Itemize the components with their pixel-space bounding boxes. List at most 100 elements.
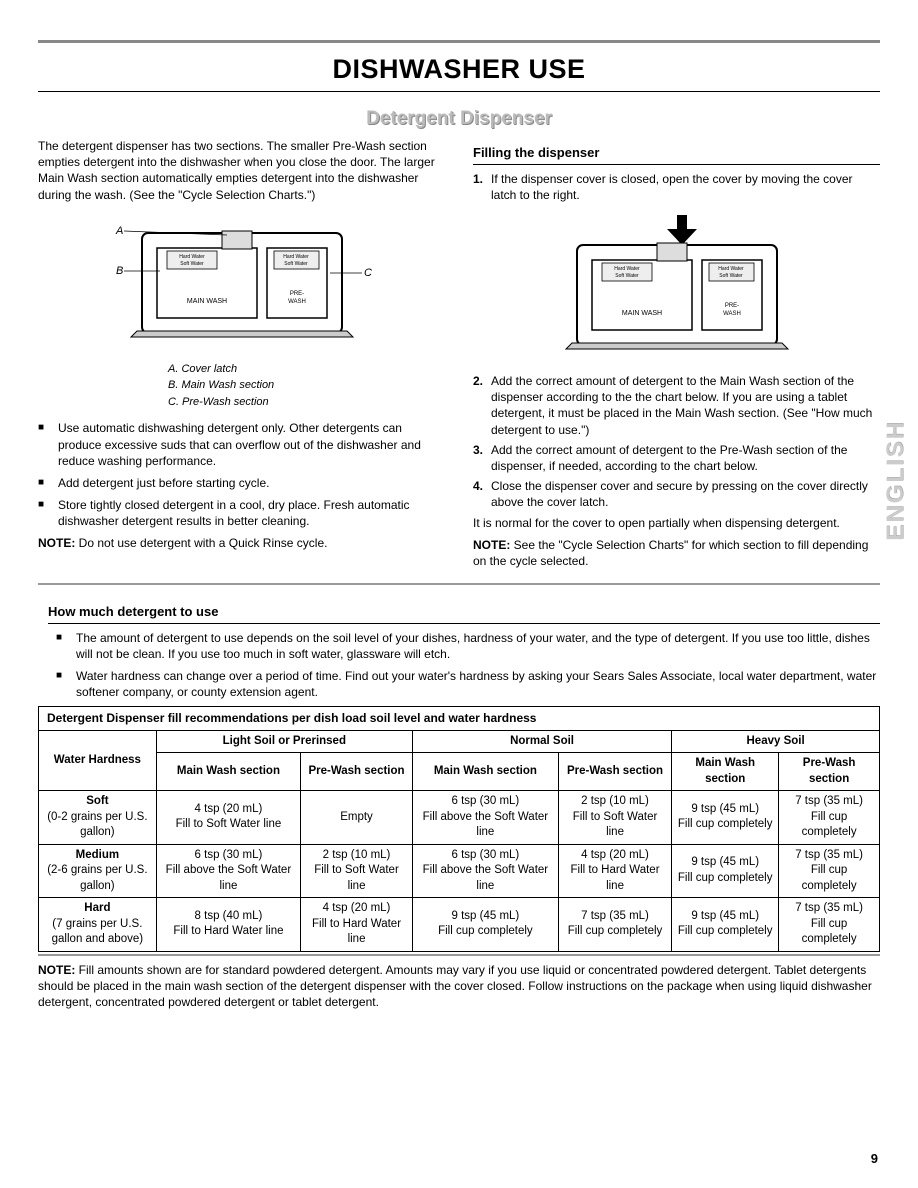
- square-bullet-icon: ■: [56, 630, 76, 662]
- step-text: Add the correct amount of detergent to t…: [491, 373, 880, 438]
- table-header-row-2: Main Wash section Pre-Wash section Main …: [39, 753, 880, 791]
- table-cell: 2 tsp (10 mL)Fill to Soft Water line: [301, 844, 413, 898]
- table-cell: 7 tsp (35 mL)Fill cup completely: [779, 898, 880, 952]
- top-rule: [38, 40, 880, 43]
- col-group-heavy: Heavy Soil: [672, 730, 880, 753]
- title-rule: [38, 91, 880, 92]
- svg-text:Hard Water: Hard Water: [718, 266, 744, 272]
- col-group-normal: Normal Soil: [412, 730, 671, 753]
- section-divider: [38, 583, 880, 585]
- right-note: NOTE: See the "Cycle Selection Charts" f…: [473, 537, 880, 569]
- left-note: NOTE: Do not use detergent with a Quick …: [38, 535, 445, 551]
- table-cell: 9 tsp (45 mL)Fill cup completely: [672, 844, 779, 898]
- table-cell: 7 tsp (35 mL)Fill cup completely: [779, 791, 880, 845]
- step-number: 2.: [473, 373, 491, 438]
- caption-c: C. Pre-Wash section: [168, 394, 445, 411]
- svg-text:Soft Water: Soft Water: [615, 273, 639, 279]
- svg-text:Hard Water: Hard Water: [179, 254, 205, 260]
- note-label: NOTE:: [473, 538, 510, 552]
- square-bullet-icon: ■: [38, 497, 58, 529]
- table-bottom-rule: [38, 954, 880, 956]
- col-group-light: Light Soil or Prerinsed: [156, 730, 412, 753]
- svg-text:Soft Water: Soft Water: [284, 261, 308, 267]
- filling-steps: 1.If the dispenser cover is closed, open…: [473, 171, 880, 203]
- svg-text:WASH: WASH: [723, 311, 741, 317]
- diagram-caption: A. Cover latch B. Main Wash section C. P…: [168, 361, 445, 411]
- step-number: 4.: [473, 478, 491, 510]
- step-item: 2.Add the correct amount of detergent to…: [473, 373, 880, 438]
- hardness-cell: Hard(7 grains per U.S. gallon and above): [39, 898, 157, 952]
- subcol-pre: Pre-Wash section: [558, 753, 671, 791]
- table-row: Soft(0-2 grains per U.S. gallon) 4 tsp (…: [39, 791, 880, 845]
- svg-text:A: A: [115, 225, 123, 237]
- caption-b: B. Main Wash section: [168, 377, 445, 394]
- table-row: Medium(2-6 grains per U.S. gallon) 6 tsp…: [39, 844, 880, 898]
- dispenser-diagram-right: Hard Water Soft Water MAIN WASH Hard Wat…: [473, 213, 880, 363]
- svg-text:B: B: [116, 265, 123, 277]
- note-text: Do not use detergent with a Quick Rinse …: [75, 536, 327, 550]
- svg-text:PRE-: PRE-: [724, 303, 738, 309]
- step-item: 4.Close the dispenser cover and secure b…: [473, 478, 880, 510]
- list-item: ■Store tightly closed detergent in a coo…: [38, 497, 445, 529]
- subcol-pre: Pre-Wash section: [779, 753, 880, 791]
- subcol-pre: Pre-Wash section: [301, 753, 413, 791]
- footer-note: NOTE: Fill amounts shown are for standar…: [38, 962, 880, 1011]
- table-cell: 9 tsp (45 mL)Fill cup completely: [412, 898, 558, 952]
- step-text: If the dispenser cover is closed, open t…: [491, 171, 880, 203]
- svg-text:Hard Water: Hard Water: [614, 266, 640, 272]
- svg-text:MAIN WASH: MAIN WASH: [186, 298, 226, 305]
- page-number: 9: [871, 1150, 878, 1168]
- list-item: ■Water hardness can change over a period…: [56, 668, 880, 700]
- list-item: ■Add detergent just before starting cycl…: [38, 475, 445, 491]
- bullet-text: Use automatic dishwashing detergent only…: [58, 420, 445, 469]
- table-cell: 8 tsp (40 mL)Fill to Hard Water line: [156, 898, 300, 952]
- bullet-text: The amount of detergent to use depends o…: [76, 630, 880, 662]
- square-bullet-icon: ■: [38, 475, 58, 491]
- how-much-bullets: ■The amount of detergent to use depends …: [38, 630, 880, 701]
- list-item: ■The amount of detergent to use depends …: [56, 630, 880, 662]
- bullet-text: Add detergent just before starting cycle…: [58, 475, 269, 491]
- row-header-label: Water Hardness: [39, 730, 157, 791]
- table-cell: 9 tsp (45 mL)Fill cup completely: [672, 791, 779, 845]
- page-title: DISHWASHER USE: [38, 51, 880, 87]
- left-column: The detergent dispenser has two sections…: [38, 138, 445, 573]
- two-column-layout: The detergent dispenser has two sections…: [38, 138, 880, 573]
- table-cell: Empty: [301, 791, 413, 845]
- filling-heading: Filling the dispenser: [473, 144, 880, 165]
- svg-text:WASH: WASH: [288, 299, 306, 305]
- step-text: Close the dispenser cover and secure by …: [491, 478, 880, 510]
- svg-text:Soft Water: Soft Water: [180, 261, 204, 267]
- square-bullet-icon: ■: [56, 668, 76, 700]
- side-language-label: ENGLISH: [880, 420, 912, 541]
- table-title: Detergent Dispenser fill recommendations…: [39, 707, 880, 730]
- table-cell: 6 tsp (30 mL)Fill above the Soft Water l…: [156, 844, 300, 898]
- table-cell: 4 tsp (20 mL)Fill to Hard Water line: [558, 844, 671, 898]
- table-row: Hard(7 grains per U.S. gallon and above)…: [39, 898, 880, 952]
- svg-text:C: C: [364, 267, 372, 279]
- step-text: Add the correct amount of detergent to t…: [491, 442, 880, 474]
- filling-steps-cont: 2.Add the correct amount of detergent to…: [473, 373, 880, 511]
- recommendations-table: Detergent Dispenser fill recommendations…: [38, 706, 880, 951]
- note-label: NOTE:: [38, 963, 75, 977]
- post-steps-text: It is normal for the cover to open parti…: [473, 515, 880, 531]
- subtitle: Detergent Dispenser: [38, 106, 880, 132]
- note-text: See the "Cycle Selection Charts" for whi…: [473, 538, 868, 568]
- subcol-main: Main Wash section: [412, 753, 558, 791]
- caption-a: A. Cover latch: [168, 361, 445, 378]
- table-title-row: Detergent Dispenser fill recommendations…: [39, 707, 880, 730]
- step-number: 3.: [473, 442, 491, 474]
- how-much-heading: How much detergent to use: [48, 603, 880, 624]
- subcol-main: Main Wash section: [156, 753, 300, 791]
- square-bullet-icon: ■: [38, 420, 58, 469]
- step-item: 3.Add the correct amount of detergent to…: [473, 442, 880, 474]
- step-item: 1.If the dispenser cover is closed, open…: [473, 171, 880, 203]
- svg-text:MAIN WASH: MAIN WASH: [621, 310, 661, 317]
- table-cell: 4 tsp (20 mL)Fill to Soft Water line: [156, 791, 300, 845]
- svg-text:Hard Water: Hard Water: [283, 254, 309, 260]
- table-cell: 7 tsp (35 mL)Fill cup completely: [558, 898, 671, 952]
- table-header-row-1: Water Hardness Light Soil or Prerinsed N…: [39, 730, 880, 753]
- svg-text:Soft Water: Soft Water: [719, 273, 743, 279]
- step-number: 1.: [473, 171, 491, 203]
- table-cell: 6 tsp (30 mL)Fill above the Soft Water l…: [412, 791, 558, 845]
- intro-paragraph: The detergent dispenser has two sections…: [38, 138, 445, 203]
